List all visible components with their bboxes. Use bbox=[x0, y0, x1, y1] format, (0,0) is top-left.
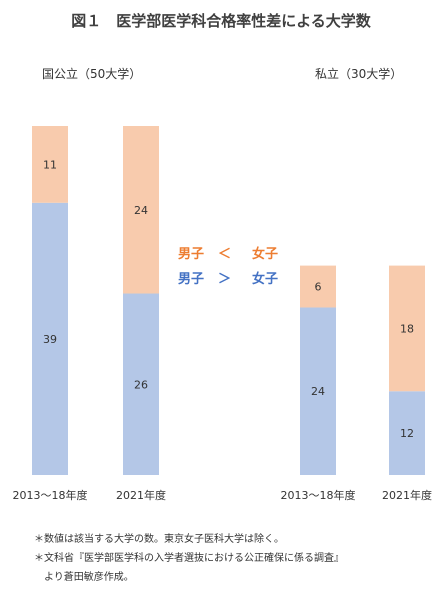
category-label-g1-c1: 2021年度 bbox=[382, 488, 432, 502]
legend-entry-women-higher: 男子 ＜ 女子 bbox=[178, 246, 278, 262]
bar-segment-g0-c0-s1 bbox=[32, 126, 68, 203]
bar-value-label-g1-c1-s0: 12 bbox=[400, 427, 414, 440]
note-line-1: ＊数値は該当する大学の数。東京女子医科大学は除く。 bbox=[34, 532, 284, 545]
note-line-3: より蒼田敏彦作成。 bbox=[34, 570, 134, 583]
bar-value-label-g0-c1-s0: 26 bbox=[134, 378, 148, 391]
category-label-g1-c0: 2013〜18年度 bbox=[281, 488, 356, 502]
bar-segment-g1-c0-s0 bbox=[300, 307, 336, 475]
legend-entry-men-higher: 男子 ＞ 女子 bbox=[178, 271, 278, 287]
bar-segment-g1-c1-s1 bbox=[389, 265, 425, 392]
note-line-2: ＊文科省『医学部医学科の入学者選抜における公正確保に係る調査』 bbox=[34, 551, 344, 564]
bars-layer: 39 11 2013〜18年度 26 24 2021年度 24 6 2013〜18年度 12 18 2… bbox=[13, 126, 432, 502]
category-label-g0-c0: 2013〜18年度 bbox=[13, 488, 88, 502]
legend: 男子 ＜ 女子 男子 ＞ 女子 bbox=[178, 246, 278, 287]
bar-value-label-g1-c1-s1: 18 bbox=[400, 322, 414, 335]
bar-segment-g0-c0-s0 bbox=[32, 202, 68, 475]
bar-segment-g1-c0-s1 bbox=[300, 265, 336, 308]
group-label-public: 国公立（50大学） bbox=[42, 66, 141, 81]
bar-value-label-g0-c0-s0: 39 bbox=[43, 333, 57, 346]
bar-segment-g0-c1-s0 bbox=[123, 293, 159, 475]
group-label-private: 私立（30大学） bbox=[315, 66, 402, 81]
bar-value-label-g0-c1-s1: 24 bbox=[134, 204, 148, 217]
bar-value-label-g1-c0-s1: 6 bbox=[315, 281, 322, 294]
bar-value-label-g1-c0-s0: 24 bbox=[311, 385, 325, 398]
bar-segment-g1-c1-s0 bbox=[389, 391, 425, 475]
category-label-g0-c1: 2021年度 bbox=[116, 488, 166, 502]
bar-segment-g0-c1-s1 bbox=[123, 126, 159, 294]
chart-title: 図１ 医学部医学科合格率性差による大学数 bbox=[71, 12, 372, 30]
bar-value-label-g0-c0-s1: 11 bbox=[43, 158, 57, 171]
